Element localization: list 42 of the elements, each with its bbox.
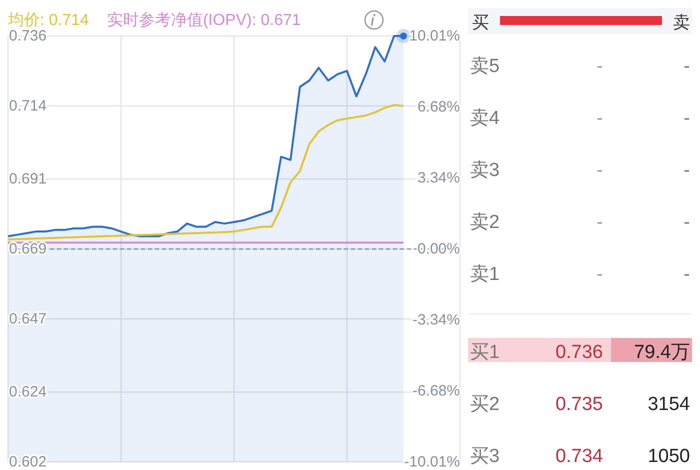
y-tick-label: 0.602	[9, 454, 47, 470]
category-label: 买1	[470, 342, 500, 363]
text: -	[596, 56, 603, 77]
text: -	[596, 160, 603, 181]
text: 0.734	[555, 446, 603, 467]
text: 0.735	[555, 394, 603, 415]
y2-tick-label: -10.01%	[404, 454, 460, 470]
text: -	[684, 160, 690, 181]
text: 均价: 0.714	[7, 12, 90, 29]
category-label: 买2	[470, 394, 500, 415]
y2-tick-label: 10.01%	[409, 28, 460, 44]
category-label: 卖2	[470, 212, 500, 233]
text: 0.736	[555, 342, 603, 363]
text: 1050	[648, 446, 690, 467]
y2-tick-label: 0.00%	[417, 240, 460, 258]
y-tick-label: 0.736	[9, 28, 47, 44]
category-label: 卖5	[470, 56, 500, 77]
y2-tick-label: -6.68%	[412, 382, 460, 400]
category-label: 买3	[470, 446, 500, 467]
y-tick-label: 0.714	[9, 97, 47, 114]
text: 卖	[673, 13, 690, 32]
text: -	[596, 212, 603, 233]
y2-tick-label: 3.34%	[417, 169, 460, 186]
text: -	[684, 264, 690, 285]
y-tick-label: 0.624	[9, 384, 47, 401]
text: -	[596, 108, 603, 129]
text: -	[596, 264, 603, 285]
category-label: 卖4	[470, 108, 500, 129]
y2-tick-label: 6.68%	[417, 98, 460, 116]
y-tick-label: 0.647	[9, 310, 47, 328]
category-label: 卖1	[470, 264, 500, 285]
y2-tick-label: -3.34%	[412, 312, 460, 329]
text: -	[684, 56, 690, 77]
text: 79.4万	[634, 342, 690, 363]
text: 3154	[648, 394, 690, 415]
text: -	[684, 108, 690, 129]
y-tick-label: 0.669	[9, 240, 47, 258]
text: 买	[472, 13, 489, 32]
y-tick-label: 0.691	[9, 170, 47, 188]
text: -	[684, 212, 690, 233]
text: 实时参考净值(IOPV): 0.671	[106, 11, 301, 29]
category-label: 卖3	[470, 160, 500, 181]
